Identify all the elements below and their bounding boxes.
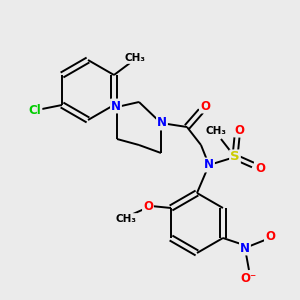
Text: O: O — [234, 124, 244, 136]
Text: CH₃: CH₃ — [124, 53, 146, 63]
Text: O: O — [143, 200, 153, 212]
Text: O: O — [265, 230, 275, 244]
Text: N: N — [111, 100, 121, 112]
Text: CH₃: CH₃ — [206, 126, 226, 136]
Text: O: O — [200, 100, 210, 112]
Text: O⁻: O⁻ — [241, 272, 257, 284]
Text: Cl: Cl — [28, 104, 41, 118]
Text: S: S — [230, 151, 240, 164]
Text: N: N — [157, 116, 167, 130]
Text: N: N — [204, 158, 214, 172]
Text: N: N — [240, 242, 250, 254]
Text: CH₃: CH₃ — [116, 214, 136, 224]
Text: O: O — [255, 161, 265, 175]
